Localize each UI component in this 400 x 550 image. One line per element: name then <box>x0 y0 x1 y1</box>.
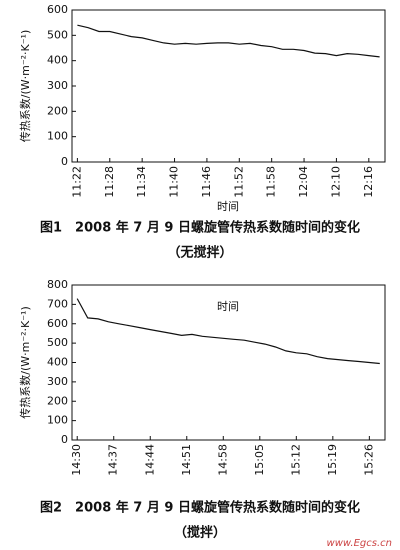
caption-sub: （搅拌） <box>174 525 226 541</box>
y-tick-label: 300 <box>47 79 68 92</box>
x-tick-label: 14:58 <box>216 444 229 476</box>
data-line <box>77 24 380 58</box>
y-tick-label: 500 <box>47 28 68 41</box>
watermark: www.Egcs.cn <box>327 538 392 549</box>
y-tick-label: 100 <box>47 130 68 143</box>
y-tick-label: 100 <box>47 414 68 427</box>
x-tick-label: 15:26 <box>362 444 375 476</box>
y-tick-label: 300 <box>47 375 68 388</box>
x-tick-label: 15:12 <box>289 444 302 476</box>
y-tick-label: 700 <box>47 297 68 310</box>
y-tick-label: 600 <box>47 317 68 330</box>
y-tick-label: 200 <box>47 104 68 117</box>
x-tick-label: 14:44 <box>143 444 156 476</box>
x-tick-label: 11:52 <box>232 166 245 198</box>
caption-sub: （无搅拌） <box>167 245 232 261</box>
x-tick-label: 15:19 <box>326 444 339 476</box>
y-tick-label: 600 <box>47 3 68 16</box>
x-axis-label: 时间 <box>217 300 239 313</box>
x-tick-label: 11:22 <box>70 166 83 198</box>
y-tick-label: 400 <box>47 54 68 67</box>
x-tick-label: 12:10 <box>329 166 342 198</box>
x-tick-label: 12:16 <box>362 166 375 198</box>
x-tick-label: 11:40 <box>168 166 181 198</box>
x-tick-label: 12:04 <box>297 166 310 198</box>
y-tick-label: 500 <box>47 336 68 349</box>
data-line <box>76 298 380 365</box>
x-tick-label: 14:37 <box>107 444 120 476</box>
y-axis-label: 传热系数/(W·m⁻²·K⁻¹) <box>19 306 32 419</box>
x-tick-label: 15:05 <box>253 444 266 476</box>
x-tick-label: 11:58 <box>265 166 278 198</box>
y-tick-label: 200 <box>47 394 68 407</box>
x-tick-label: 14:30 <box>70 444 83 476</box>
plot-frame <box>71 9 386 163</box>
x-tick-label: 11:28 <box>103 166 116 198</box>
x-tick-label: 11:34 <box>135 166 148 198</box>
y-tick-label: 400 <box>47 356 68 369</box>
y-tick-label: 0 <box>61 155 68 168</box>
y-tick-label: 800 <box>47 278 68 291</box>
caption: 图2 2008 年 7 月 9 日螺旋管传热系数随时间的变化 <box>40 500 360 516</box>
y-tick-label: 0 <box>61 433 68 446</box>
caption: 图1 2008 年 7 月 9 日螺旋管传热系数随时间的变化 <box>40 220 360 236</box>
y-axis-label: 传热系数/(W·m⁻²·K⁻¹) <box>19 30 32 143</box>
x-tick-label: 11:46 <box>200 166 213 198</box>
x-axis-label: 时间 <box>217 200 239 213</box>
x-tick-label: 14:51 <box>180 444 193 476</box>
